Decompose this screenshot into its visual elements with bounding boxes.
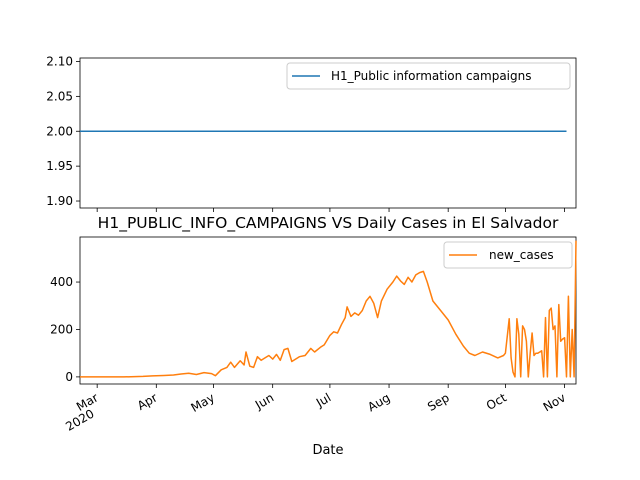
chart-title: H1_PUBLIC_INFO_CAMPAIGNS VS Daily Cases … bbox=[98, 214, 559, 233]
bottom-series-lines bbox=[80, 240, 577, 378]
bottom-series-line bbox=[80, 240, 577, 378]
top-y-tick-label: 2.10 bbox=[46, 54, 73, 68]
bottom-y-tick-label: 0 bbox=[65, 370, 73, 384]
top-legend-box bbox=[286, 62, 571, 90]
top-y-tick-label: 1.90 bbox=[46, 194, 73, 208]
bottom-y-tick-label: 200 bbox=[50, 322, 73, 336]
top-y-tick-label: 2.00 bbox=[46, 124, 73, 138]
bottom-legend: new_cases bbox=[443, 241, 573, 269]
top-axes-frame bbox=[79, 57, 577, 209]
bottom-y-ticks: 0 200 400 bbox=[50, 275, 80, 384]
top-y-tick-label: 2.05 bbox=[46, 89, 73, 103]
bottom-legend-label: new_cases bbox=[489, 248, 554, 262]
top-legend: H1_Public information campaigns bbox=[286, 62, 571, 90]
bottom-x-tick-label: Jul bbox=[313, 390, 333, 410]
x-axis-label: Date bbox=[312, 443, 343, 458]
bottom-legend-box bbox=[443, 241, 573, 269]
top-x-ticks bbox=[96, 208, 565, 212]
bottom-axes-frame bbox=[79, 236, 577, 385]
top-legend-label: H1_Public information campaigns bbox=[331, 69, 531, 83]
top-axes: 1.90 1.95 2.00 2.05 2.10 H1_Public informati… bbox=[46, 54, 577, 212]
bottom-y-tick-label: 400 bbox=[50, 275, 73, 289]
top-y-ticks: 1.90 1.95 2.00 2.05 2.10 bbox=[46, 54, 80, 208]
top-y-tick-label: 1.95 bbox=[46, 159, 73, 173]
